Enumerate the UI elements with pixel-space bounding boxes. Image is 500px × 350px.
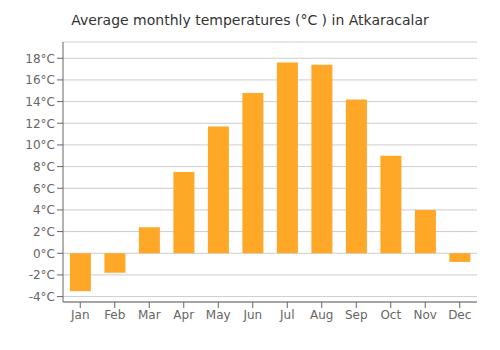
svg-text:Jul: Jul <box>279 308 294 322</box>
svg-text:16°C: 16°C <box>25 73 55 87</box>
svg-text:Oct: Oct <box>380 308 401 322</box>
svg-text:Mar: Mar <box>138 308 161 322</box>
svg-text:6°C: 6°C <box>33 182 55 196</box>
svg-text:Jun: Jun <box>242 308 262 322</box>
svg-text:May: May <box>206 308 231 322</box>
svg-text:Jan: Jan <box>70 308 90 322</box>
svg-text:Sep: Sep <box>345 308 368 322</box>
svg-text:Dec: Dec <box>448 308 471 322</box>
svg-text:Aug: Aug <box>310 308 333 322</box>
svg-text:18°C: 18°C <box>25 52 55 66</box>
svg-text:12°C: 12°C <box>25 117 55 131</box>
svg-text:2°C: 2°C <box>33 225 55 239</box>
svg-text:-4°C: -4°C <box>29 290 55 304</box>
svg-text:4°C: 4°C <box>33 203 55 217</box>
svg-text:8°C: 8°C <box>33 160 55 174</box>
html-text:Average monthly temperatures (: Average monthly temperatures (°C ) in At… <box>71 12 429 28</box>
svg-text:0°C: 0°C <box>33 247 55 261</box>
svg-text:10°C: 10°C <box>25 138 55 152</box>
svg-text:-2°C: -2°C <box>29 268 55 282</box>
svg-text:Feb: Feb <box>104 308 125 322</box>
svg-text:Nov: Nov <box>414 308 437 322</box>
svg-text:Apr: Apr <box>173 308 194 322</box>
svg-text:14°C: 14°C <box>25 95 55 109</box>
